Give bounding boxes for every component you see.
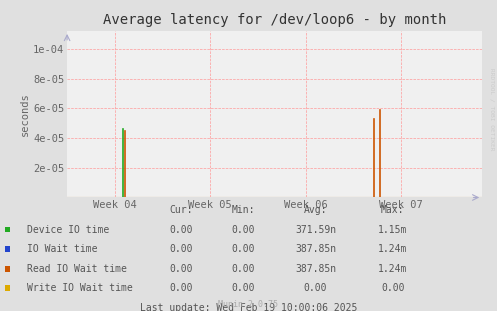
Text: 0.00: 0.00 [381,283,405,293]
Text: 387.85n: 387.85n [295,264,336,274]
Y-axis label: seconds: seconds [20,92,30,136]
Text: 387.85n: 387.85n [295,244,336,254]
Text: Cur:: Cur: [169,205,193,215]
Text: IO Wait time: IO Wait time [27,244,98,254]
Text: 1.24m: 1.24m [378,244,408,254]
Text: Min:: Min: [232,205,255,215]
Text: Max:: Max: [381,205,405,215]
Text: Munin 2.0.75: Munin 2.0.75 [219,300,278,309]
Text: Avg:: Avg: [304,205,328,215]
Text: 0.00: 0.00 [304,283,328,293]
Text: 1.15m: 1.15m [378,225,408,234]
Text: 0.00: 0.00 [232,283,255,293]
Text: 371.59n: 371.59n [295,225,336,234]
Text: Last update: Wed Feb 19 10:00:06 2025: Last update: Wed Feb 19 10:00:06 2025 [140,303,357,311]
Text: 0.00: 0.00 [169,244,193,254]
Text: 0.00: 0.00 [169,283,193,293]
Text: 0.00: 0.00 [232,264,255,274]
Text: Device IO time: Device IO time [27,225,109,234]
Text: 0.00: 0.00 [169,264,193,274]
Text: 1.24m: 1.24m [378,264,408,274]
Text: Read IO Wait time: Read IO Wait time [27,264,127,274]
Title: Average latency for /dev/loop6 - by month: Average latency for /dev/loop6 - by mont… [103,13,446,27]
Text: 0.00: 0.00 [232,244,255,254]
Text: Write IO Wait time: Write IO Wait time [27,283,133,293]
Text: 0.00: 0.00 [232,225,255,234]
Text: RRDTOOL / TOBI OETIKER: RRDTOOL / TOBI OETIKER [490,67,495,150]
Text: 0.00: 0.00 [169,225,193,234]
